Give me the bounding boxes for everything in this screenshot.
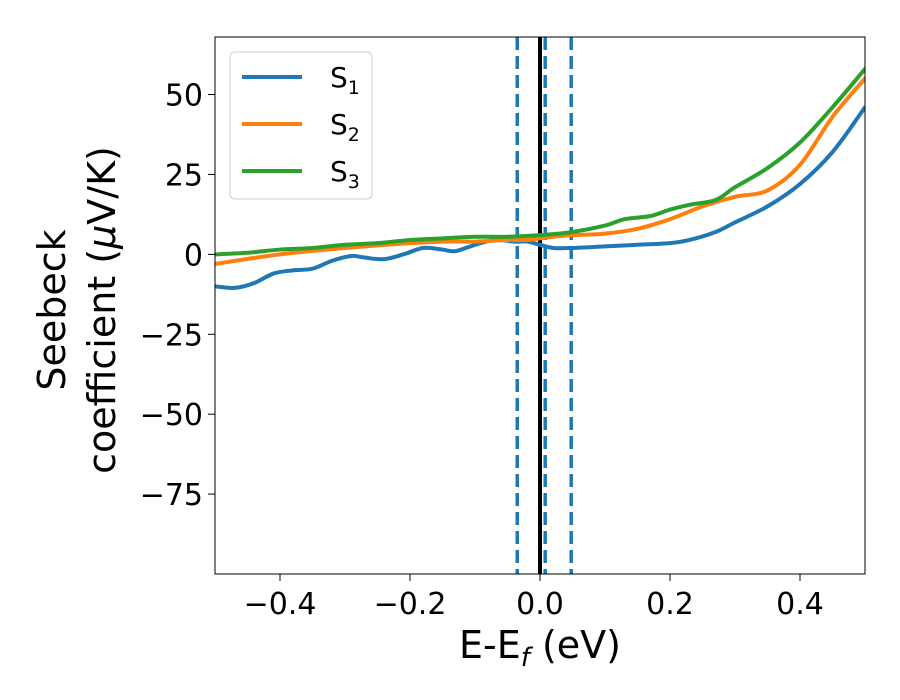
y-tick-label: −25 [140,318,203,353]
y-axis-ticks: 50 25 0 −25 −50 −75 [140,79,215,513]
x-tick-label: −0.2 [374,587,447,622]
series-line-s3 [215,66,865,257]
legend-label-s1: S1 [330,61,360,99]
legend: S1 S2 S3 [229,51,373,200]
y-tick-label: −75 [140,478,203,513]
y-tick-label: 25 [165,158,203,193]
x-tick-label: 0.2 [646,587,694,622]
series-line-s2 [215,76,865,266]
x-axis-label: E-Ef (eV) [459,623,621,673]
y-axis-label-line1: Seebeck [30,229,74,390]
y-tick-label: 0 [184,238,203,273]
x-axis-ticks: −0.4 −0.2 0.0 0.2 0.4 [244,574,824,622]
plot-lines [215,37,865,574]
y-axis-label-line2: coefficient (μV/K) [80,146,124,474]
y-tick-label: −50 [140,398,203,433]
x-tick-label: −0.4 [244,587,317,622]
legend-label-s2: S2 [330,108,360,146]
y-tick-label: 50 [165,79,203,114]
legend-label-s3: S3 [330,155,360,193]
x-tick-label: 0.0 [516,587,564,622]
y-axis-label: Seebeck coefficient (μV/K) [30,146,124,474]
plot-area [214,36,866,575]
x-tick-label: 0.4 [776,587,824,622]
